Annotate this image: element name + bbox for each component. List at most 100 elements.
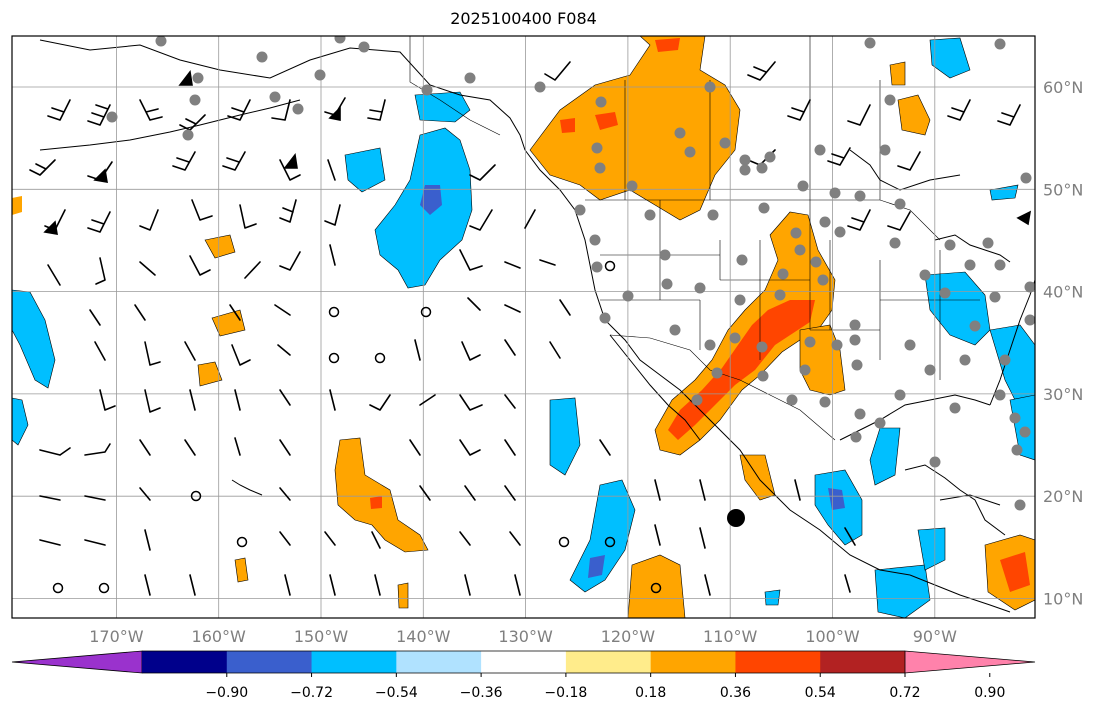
- pos-region-mexico-s: [739, 454, 776, 501]
- colorbar-tick-label: −0.90: [205, 685, 248, 701]
- station-dot: [989, 291, 1001, 303]
- station-dot: [944, 239, 956, 251]
- station-dot: [421, 84, 433, 96]
- station-dot: [314, 69, 326, 81]
- station-dot: [659, 249, 671, 261]
- colorbar-tick-label: 0.72: [889, 685, 920, 701]
- station-dot: [719, 137, 731, 149]
- neg-region-carib: [874, 564, 931, 618]
- colorbar-segment: [735, 651, 821, 673]
- hawaii: [231, 479, 263, 496]
- pos-region-canada-red-2: [560, 118, 575, 133]
- station-dot: [994, 259, 1006, 271]
- station-dot: [1009, 412, 1021, 424]
- colorbar-segment: [396, 651, 482, 673]
- station-dot: [1014, 499, 1026, 511]
- station-dot: [831, 339, 843, 351]
- station-dot: [874, 417, 886, 429]
- station-dot: [599, 312, 611, 324]
- neg-region-west-pac-2: [12, 397, 29, 446]
- station-dot: [707, 209, 719, 221]
- station-dot: [591, 142, 603, 154]
- station-dot: [964, 259, 976, 271]
- station-dot: [810, 256, 822, 268]
- station-dot: [269, 91, 281, 103]
- pos-region-hawaii-s: [234, 557, 249, 583]
- pos-region-mid-pac-1: [204, 234, 236, 259]
- colorbar-segment: [820, 651, 906, 673]
- colorbar-tick-label: −0.18: [544, 685, 587, 701]
- station-dot: [595, 96, 607, 108]
- station-dot: [739, 164, 751, 176]
- lon-tick-label: 140°W: [396, 627, 451, 646]
- station-dot: [464, 72, 476, 84]
- station-dot: [794, 244, 806, 256]
- map-title: 2025100400 F084: [450, 9, 597, 28]
- pos-region-small-3: [397, 582, 409, 609]
- station-dot: [756, 341, 768, 353]
- lat-tick-label: 20°N: [1043, 487, 1083, 506]
- station-dot: [829, 187, 841, 199]
- station-dot: [790, 227, 802, 239]
- station-dot: [982, 237, 994, 249]
- cuba: [939, 494, 1001, 506]
- colorbar-extend-low: [11, 650, 143, 674]
- lat-tick-label: 40°N: [1043, 283, 1083, 302]
- pos-region-canada-red-1: [595, 112, 618, 130]
- station-dot: [704, 81, 716, 93]
- station-dot: [1020, 172, 1032, 184]
- colorbar-segment: [226, 651, 313, 673]
- lon-tick-label: 170°W: [89, 627, 144, 646]
- lon-tick-label: 150°W: [294, 627, 349, 646]
- station-dot: [106, 111, 118, 123]
- station-dot: [711, 367, 723, 379]
- colorbar-segment: [481, 651, 567, 673]
- colorbar-tick-label: −0.36: [460, 685, 503, 701]
- central-america: [909, 574, 1011, 613]
- aleutian-chain: [39, 99, 301, 151]
- station-dot: [929, 456, 941, 468]
- station-dot: [999, 354, 1011, 366]
- neg-region-small-2: [764, 589, 781, 606]
- map-frame: [11, 35, 1036, 619]
- baja-california: [609, 334, 701, 441]
- station-dot: [334, 36, 346, 44]
- station-dot: [797, 180, 809, 192]
- contour-fills: [12, 36, 1035, 618]
- colorbar-tick-label: −0.54: [375, 685, 418, 701]
- station-dot: [949, 402, 961, 414]
- colorbar-tick-label: 0.18: [635, 685, 666, 701]
- pos-region-carib-red: [1000, 552, 1030, 592]
- neg-region-east-pac-se: [549, 397, 581, 476]
- political-borders: [409, 36, 980, 441]
- neg-region-east-coast: [989, 324, 1035, 411]
- colorbar-tick-label: 0.36: [720, 685, 751, 701]
- neg-region-gulf-core: [420, 185, 442, 215]
- station-dot: [851, 359, 863, 371]
- station-dot: [879, 144, 891, 156]
- lat-tick-label: 30°N: [1043, 385, 1083, 404]
- station-dot: [691, 394, 703, 406]
- station-dot: [736, 254, 748, 266]
- station-dot: [969, 320, 981, 332]
- station-dot: [817, 274, 829, 286]
- colorbar-segment: [650, 651, 736, 673]
- pos-region-canada-red-3: [655, 38, 680, 52]
- station-dot: [669, 324, 681, 336]
- station-dot: [849, 319, 861, 331]
- calm-wind-circles: [52, 260, 662, 594]
- station-dot: [756, 162, 768, 174]
- lon-tick-label: 100°W: [805, 627, 860, 646]
- station-dot: [622, 290, 634, 302]
- station-dot: [694, 282, 706, 294]
- gulf-coast: [839, 394, 991, 441]
- station-dot: [534, 81, 546, 93]
- colorbar-segment: [565, 651, 652, 673]
- pos-region-west-edge: [12, 196, 22, 215]
- colorbar-extend-high: [904, 650, 1036, 674]
- pos-region-pacific-tc: [334, 437, 429, 553]
- pos-region-plains-red: [668, 300, 815, 440]
- station-dot: [644, 209, 656, 221]
- station-dot: [884, 94, 896, 106]
- neg-region-canada-ne: [929, 37, 971, 79]
